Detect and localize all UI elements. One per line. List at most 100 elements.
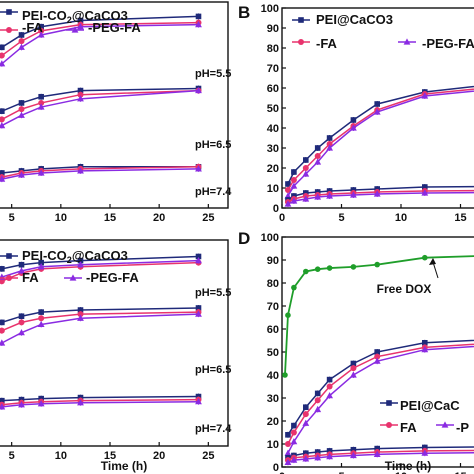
panel-a-legend-label: -FA [22,20,44,35]
panel-a-data-point [18,32,25,38]
panel-c-data-point [195,257,202,264]
panel-d-data-point [303,450,309,456]
panel-b-ytick-label: 90 [267,23,279,35]
panel-b-ytick-label: 30 [267,143,279,155]
panel-c-legend-marker [6,275,12,281]
panel-c-legend-marker [69,274,77,281]
panel-d-data-point [421,449,429,456]
panel-d-series-line [287,339,474,436]
panel-b-data-point [373,190,381,197]
panel-c-data-point [195,393,202,400]
panel-a-data-point [77,167,84,174]
panel-c-data-point [38,309,44,315]
panel-c-data-point [195,253,202,260]
panel-a-legend-label: -PEG-FA [88,20,141,35]
panel-d-ytick-label: 60 [267,324,279,336]
panel-b-data-point [314,153,321,159]
panel-d-data-point [290,429,297,436]
panel-a-data-point [38,23,44,30]
panel-d-data-point [314,454,322,461]
panel-a-data-point [0,44,5,51]
panel-d-data-point [284,441,291,447]
free-dox-point [291,284,297,291]
panel-d-data-point [350,360,357,367]
panel-d-data-point [350,446,357,453]
panel-b-ytick-label: 70 [267,63,279,75]
free-dox-annotation: Free DOX [377,282,432,296]
panel-d-legend-label: PEI@CaC [400,398,460,413]
panel-b-series-line [287,90,474,197]
panel-c-data-point [77,394,84,401]
panel-b-data-point [284,187,291,193]
panel-b-data-point [302,195,310,202]
panel-b-xtick-label: 0 [279,212,285,224]
panel-b-legend-label: -PEG-FA [422,36,474,51]
free-dox-point [326,265,333,271]
panel-letter-b: B [238,3,250,22]
panel-a-data-point [0,116,5,123]
panel-d-legend-marker [386,400,392,406]
panel-c-data-point [18,319,25,326]
panel-d-legend-label: -P [456,420,469,435]
panel-d-ytick-label: 50 [267,347,279,359]
panel-c-legend-marker [6,253,12,259]
panel-b-data-point [326,141,333,147]
panel-d-ytick-label: 0 [273,462,279,474]
panel-a-data-point [18,38,25,45]
panel-a-data-point [0,170,5,176]
panel-d-data-point [373,450,381,457]
panel-b-data-point [284,192,292,199]
panel-c-data-point [38,395,44,402]
panel-a-data-point [0,60,6,67]
panel-b-ytick-label: 20 [267,163,279,175]
panel-c-data-point [195,305,202,311]
panel-d-data-point [422,444,428,451]
panel-a-data-point [38,27,45,34]
panel-b-data-point [326,192,333,199]
panel-d-data-point [314,449,321,455]
panel-d-data-point [350,371,357,378]
panel-c-data-point [77,307,84,313]
panel-d-data-point [350,451,357,459]
panel-b-data-point [422,184,428,190]
panel-c-data-point [18,313,25,320]
panel-a-xtick-label: 15 [104,212,116,224]
panel-d-xtick-label: 0 [279,471,285,474]
panel-b-data-point [303,157,309,163]
panel-b-ytick-label: 80 [267,43,279,55]
panel-d-data-point [290,438,298,445]
panel-d-ytick-label: 20 [267,416,279,428]
panel-b-data-point [314,193,322,200]
panel-a-series-line [1,89,199,121]
panel-d-data-point [326,453,333,460]
panel-d-data-point [314,397,321,404]
free-dox-point [422,254,428,261]
panel-a-data-point [77,91,84,98]
panel-b-ytick-label: 100 [261,3,279,15]
free-dox-point [374,261,381,268]
panel-a-data-point [18,100,25,106]
panel-c-data-point [38,259,44,266]
panel-c-data-point [0,266,5,272]
free-dox-point [314,266,321,273]
panel-d-data-point [374,349,380,355]
panel-a-legend-marker [6,9,12,15]
panel-a-annotation: pH=7.4 [195,186,232,198]
panel-b-data-point [284,200,292,207]
panel-d-ytick-label: 90 [267,255,279,267]
panel-a-data-point [37,169,45,176]
panel-c-xtick-label: 20 [153,450,165,462]
panel-a-data-point [18,43,25,50]
panel-b-ytick-label: 50 [267,103,279,115]
panel-d-ytick-label: 30 [267,393,279,405]
panel-b-xtick-label: 5 [338,212,344,224]
panel-b-data-point [350,191,357,198]
panel-d-data-point [421,346,429,353]
panel-c-data-point [195,398,202,405]
panel-d-ytick-label: 70 [267,301,279,313]
panel-b-legend-marker [298,17,304,23]
panel-c-legend-label: PEI-CO2@CaCO3 [22,248,128,265]
panel-d-x-axis-title: Time (h) [385,459,431,473]
panel-a-legend-marker [6,27,12,33]
